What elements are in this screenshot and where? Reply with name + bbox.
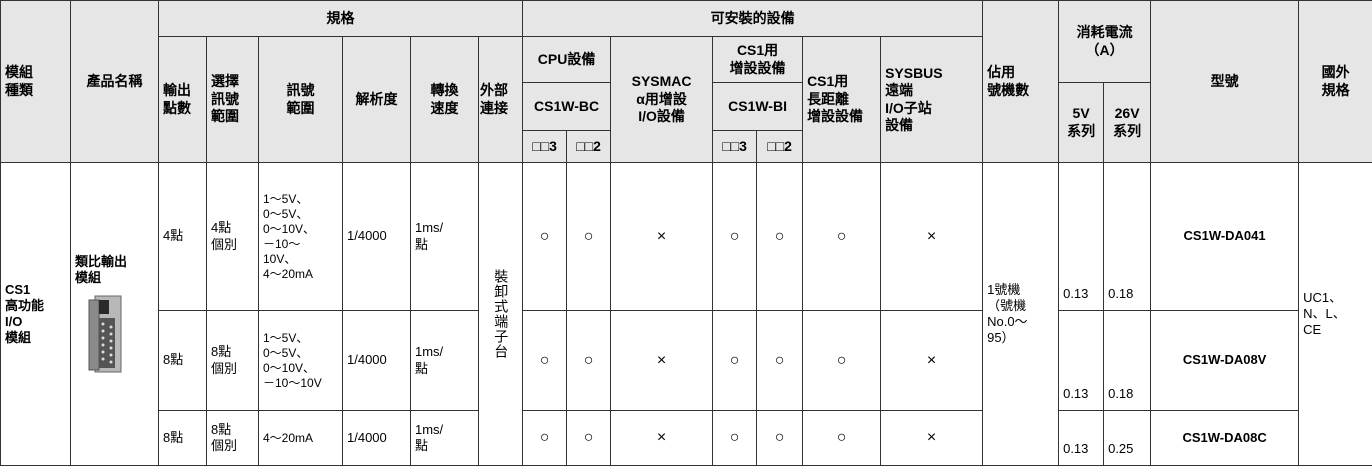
- table-cell: 0.13: [1059, 311, 1104, 411]
- table-cell: 0.25: [1104, 411, 1151, 466]
- header-cell: 消耗電流 （A）: [1059, 1, 1151, 83]
- table-cell: ○: [757, 411, 803, 466]
- table-cell: ○: [757, 311, 803, 411]
- table-cell: ○: [523, 411, 567, 466]
- header-cell: CS1W-BI: [713, 83, 803, 131]
- table-cell: 1/4000: [343, 411, 411, 466]
- header-cell: □□3: [713, 131, 757, 163]
- table-cell: 4點: [159, 163, 207, 311]
- table-cell: 0.13: [1059, 163, 1104, 311]
- table-cell: 8點: [159, 311, 207, 411]
- header-cell: CPU設備: [523, 37, 611, 83]
- table-cell: 0.18: [1104, 163, 1151, 311]
- table-header: 模組 種類 產品名稱 規格 可安裝的設備 佔用 號機數 消耗電流 （A） 型號 …: [1, 1, 1372, 163]
- module-image: [85, 294, 125, 374]
- table-cell: 1ms/ 點: [411, 411, 479, 466]
- table-cell: 1/4000: [343, 163, 411, 311]
- table-cell: ○: [567, 411, 611, 466]
- header-cell: 產品名稱: [71, 1, 159, 163]
- table-cell: ×: [881, 311, 983, 411]
- table-cell: 8點: [159, 411, 207, 466]
- table-cell: CS1W-DA08C: [1151, 411, 1299, 466]
- module-terminal: [99, 318, 115, 368]
- header-cell: 型號: [1151, 1, 1299, 163]
- header-cell: CS1用 長距離 增設設備: [803, 37, 881, 163]
- module-side: [89, 300, 99, 370]
- table-cell: 裝卸式端子台: [479, 163, 523, 466]
- table-cell: CS1W-DA041: [1151, 163, 1299, 311]
- header-cell: 佔用 號機數: [983, 1, 1059, 163]
- header-cell: 外部 連接: [479, 37, 523, 163]
- table-cell: ×: [881, 163, 983, 311]
- header-cell: 解析度: [343, 37, 411, 163]
- table-cell: 1～5V、 0～5V、 0～10V、 －10～ 10V、 4～20mA: [259, 163, 343, 311]
- table-cell: 1ms/ 點: [411, 163, 479, 311]
- table-cell: ×: [611, 311, 713, 411]
- table-cell: 1ms/ 點: [411, 311, 479, 411]
- table-cell: ×: [611, 411, 713, 466]
- header-cell: 26V 系列: [1104, 83, 1151, 163]
- table-cell: ×: [611, 163, 713, 311]
- table-cell: 4～20mA: [259, 411, 343, 466]
- table-cell: UC1、 N、L、 CE: [1299, 163, 1372, 466]
- table-cell: ○: [523, 311, 567, 411]
- header-cell: □□3: [523, 131, 567, 163]
- header-cell: 可安裝的設備: [523, 1, 983, 37]
- table-cell: 0.13: [1059, 411, 1104, 466]
- module-led: [99, 300, 109, 314]
- header-cell: 模組 種類: [1, 1, 71, 163]
- header-cell: CS1W-BC: [523, 83, 611, 131]
- table-cell: ×: [881, 411, 983, 466]
- table-cell: 8點 個別: [207, 311, 259, 411]
- table-cell: ○: [567, 311, 611, 411]
- table-cell: ○: [713, 411, 757, 466]
- header-cell: □□2: [567, 131, 611, 163]
- header-cell: CS1用 增設設備: [713, 37, 803, 83]
- header-cell: SYSBUS 遠端 I/O子站 設備: [881, 37, 983, 163]
- table-cell: ○: [567, 163, 611, 311]
- table-cell: ○: [713, 163, 757, 311]
- table-cell: 類比輸出 模組: [71, 163, 159, 466]
- table-cell: ○: [757, 163, 803, 311]
- header-cell: 5V 系列: [1059, 83, 1104, 163]
- table-cell: CS1W-DA08V: [1151, 311, 1299, 411]
- header-cell: 國外 規格: [1299, 1, 1372, 163]
- header-cell: SYSMAC α用增設 I/O設備: [611, 37, 713, 163]
- header-cell: 訊號 範圍: [259, 37, 343, 163]
- table-cell: CS1 高功能 I/O 模組: [1, 163, 71, 466]
- header-cell: 選擇 訊號 範圍: [207, 37, 259, 163]
- table-cell: 1～5V、 0～5V、 0～10V、 －10～10V: [259, 311, 343, 411]
- table-cell: ○: [713, 311, 757, 411]
- header-cell: 規格: [159, 1, 523, 37]
- header-cell: 輸出 點數: [159, 37, 207, 163]
- table-cell: 8點 個別: [207, 411, 259, 466]
- header-cell: □□2: [757, 131, 803, 163]
- table-cell: 0.18: [1104, 311, 1151, 411]
- table-cell: 4點 個別: [207, 163, 259, 311]
- table-cell: 1/4000: [343, 311, 411, 411]
- table-cell: ○: [803, 411, 881, 466]
- table-cell: ○: [523, 163, 567, 311]
- table-cell: 1號機 （號機 No.0～ 95）: [983, 163, 1059, 466]
- table-cell: ○: [803, 163, 881, 311]
- table-cell: ○: [803, 311, 881, 411]
- header-cell: 轉換 速度: [411, 37, 479, 163]
